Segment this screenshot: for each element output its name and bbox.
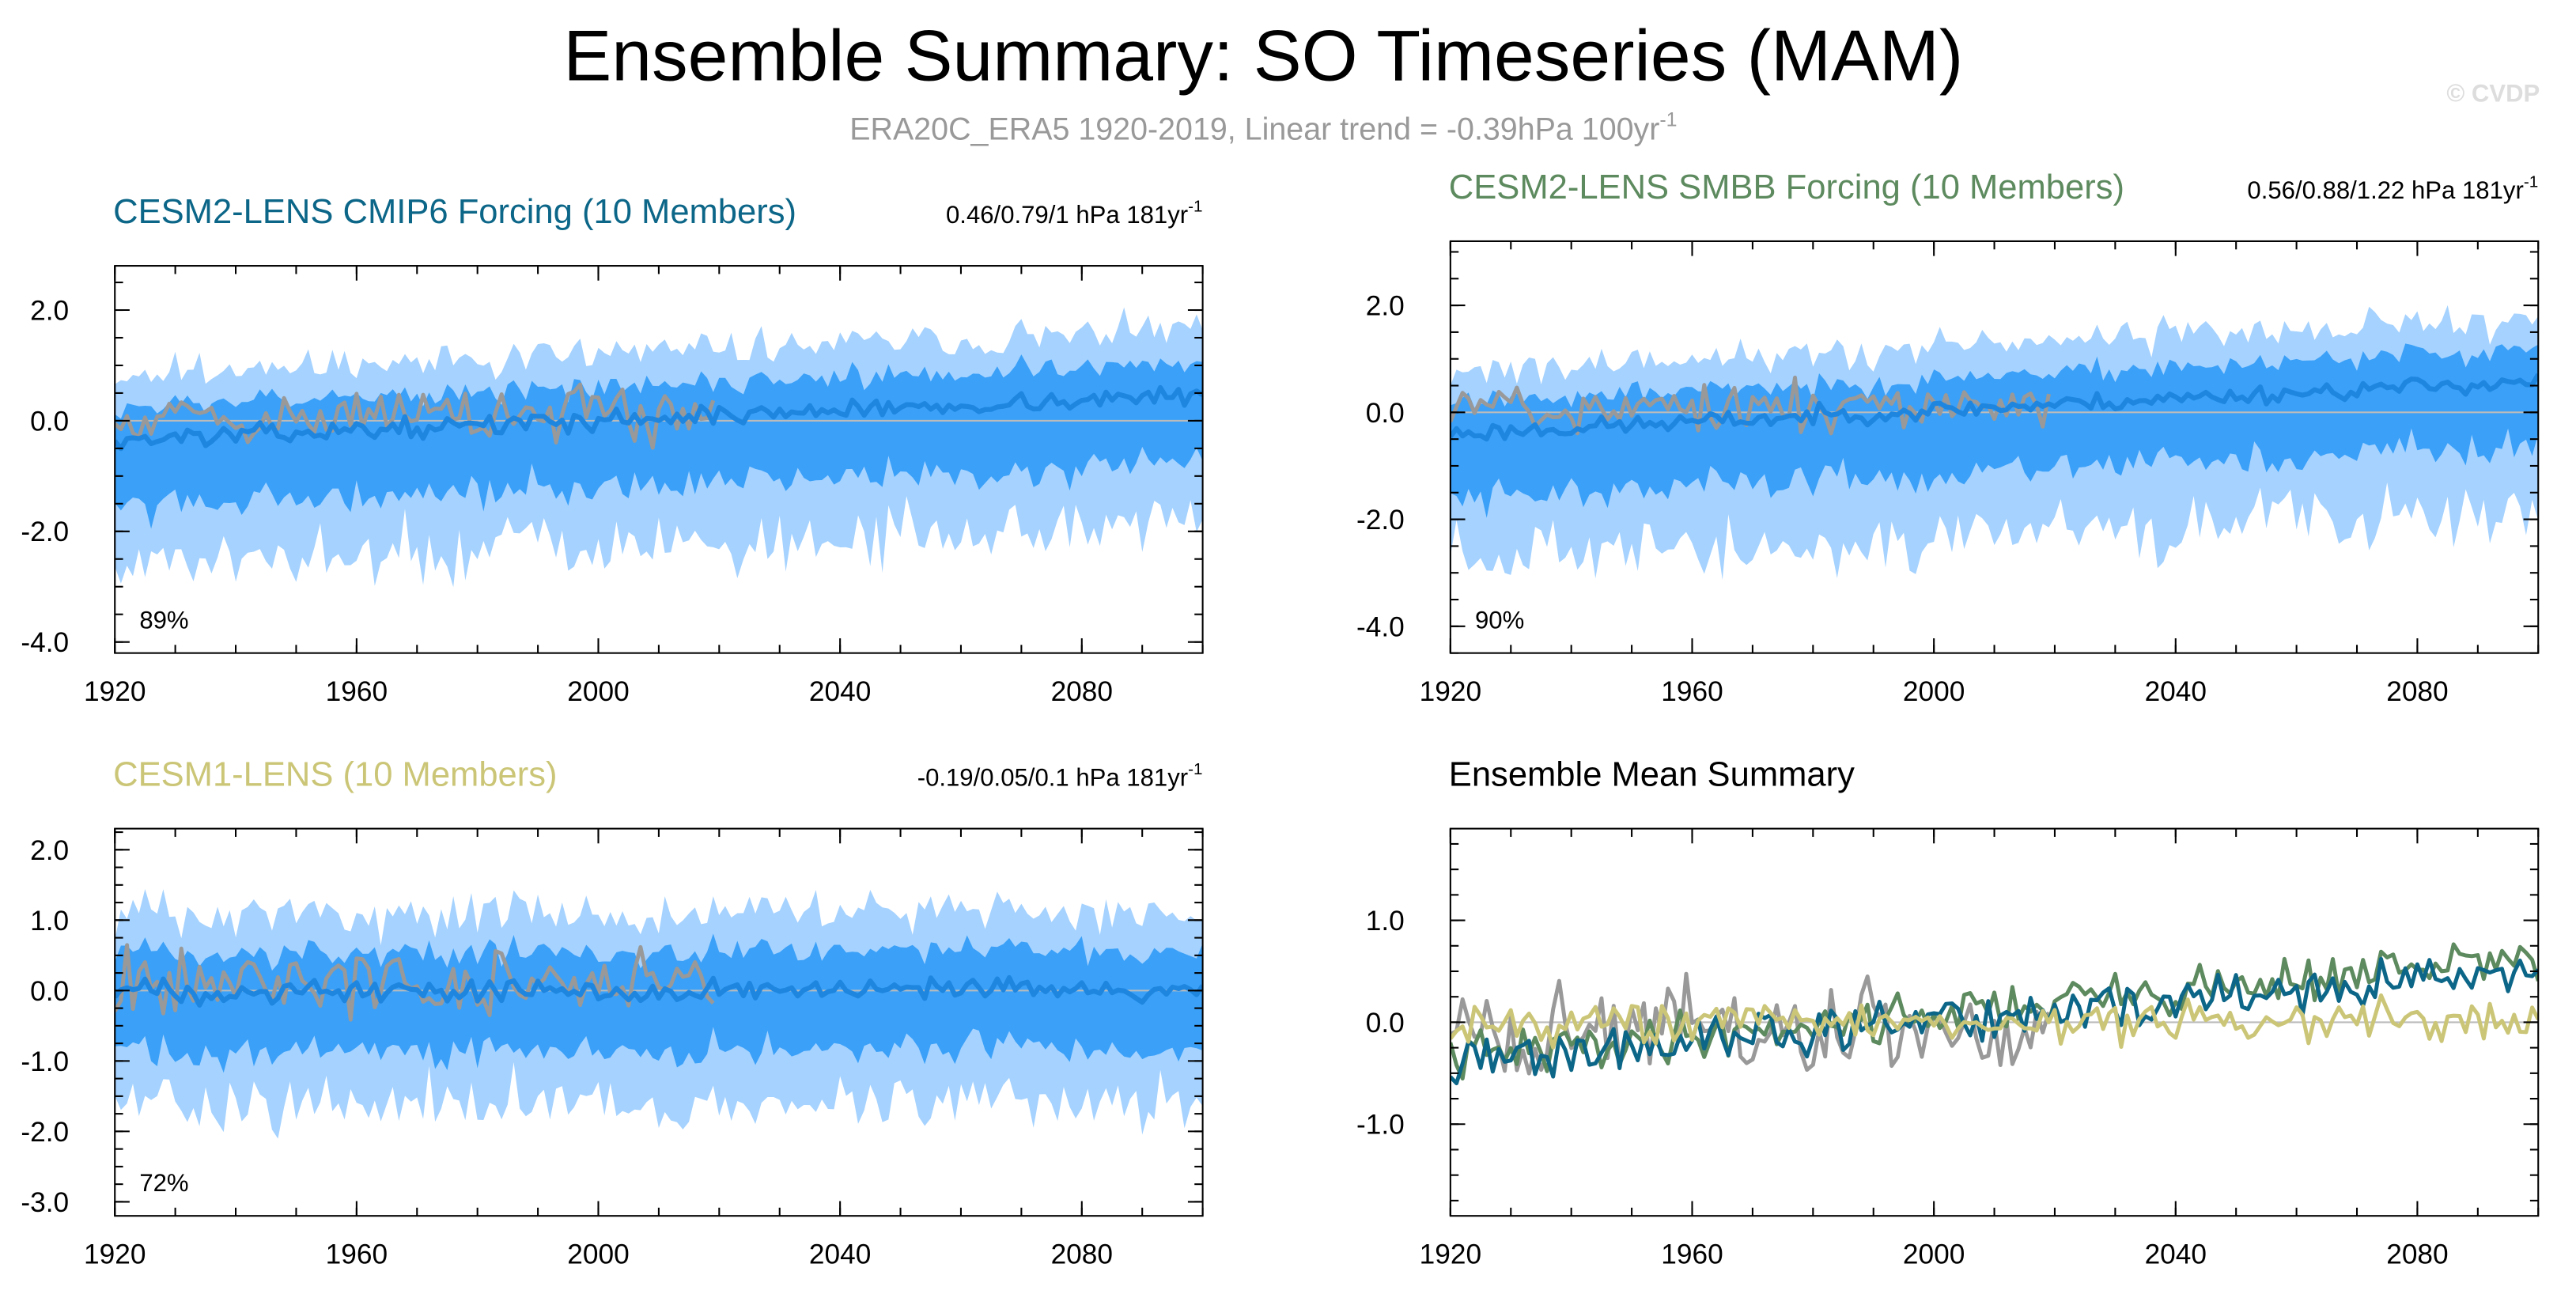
figure-subtitle-sup: -1 (1659, 109, 1677, 131)
x-tick-label: 2040 (809, 676, 871, 707)
series-cesm1-lens-mean (1450, 993, 2539, 1050)
percent-label: 72% (139, 1169, 188, 1197)
x-tick-label: 2080 (1051, 676, 1113, 707)
panel-stats-sup: -1 (1188, 760, 1202, 778)
panel-title: CESM1-LENS (10 Members) (113, 756, 557, 794)
x-tick-label: 2040 (2145, 1239, 2207, 1269)
series-ensemble-mean (1450, 373, 2539, 442)
y-tick-label: 0.0 (1366, 1008, 1405, 1039)
panels: CESM2-LENS CMIP6 Forcing (10 Members) 0.4… (21, 168, 2540, 1269)
x-tick-label: 2040 (2145, 676, 2207, 707)
series-ensemble-mean (115, 974, 1203, 1008)
x-tick-label: 2000 (567, 1239, 629, 1269)
plot-area (115, 307, 1203, 588)
panel-stats-text: 0.56/0.88/1.22 hPa 181yr (2247, 176, 2523, 204)
chart-panel-1: CESM2-LENS CMIP6 Forcing (10 Members) 0.4… (21, 193, 1204, 707)
x-tick-label: 2040 (809, 1239, 871, 1269)
panel-stats-text: -0.19/0.05/0.1 hPa 181yr (917, 764, 1188, 792)
y-tick-label: -2.0 (1356, 505, 1405, 535)
y-tick-label: -1.0 (21, 1046, 69, 1077)
series-cesm2-lens-smbb-forcing-mean (1450, 942, 2539, 1081)
panel-stats-text: 0.46/0.79/1 hPa 181yr (946, 201, 1188, 229)
series-cesm2-lens-cmip6-forcing-mean (1450, 956, 2539, 1086)
panel-stats: 0.56/0.88/1.22 hPa 181yr-1 (2247, 172, 2538, 204)
panel-stats-sup: -1 (1188, 198, 1202, 216)
plot-area (1450, 942, 2539, 1086)
y-tick-label: -3.0 (21, 1187, 69, 1218)
figure-title: Ensemble Summary: SO Timeseries (MAM) (563, 16, 1963, 96)
panel-title: Ensemble Mean Summary (1449, 756, 1855, 794)
figure-subtitle: ERA20C_ERA5 1920-2019, Linear trend = -0… (849, 109, 1677, 147)
plot-area (1450, 305, 2539, 581)
y-tick-label: 2.0 (30, 295, 69, 326)
band-ensemble-25-75-range (1450, 343, 2539, 518)
plot-area (115, 888, 1203, 1139)
y-tick-label: 1.0 (30, 906, 69, 937)
x-tick-label: 1920 (84, 1239, 146, 1269)
x-tick-label: 1960 (326, 676, 388, 707)
x-tick-label: 2000 (1903, 1239, 1965, 1269)
x-tick-label: 2080 (2386, 1239, 2448, 1269)
y-tick-label: -4.0 (1356, 611, 1405, 642)
chart-panel-3: CESM1-LENS (10 Members) -0.19/0.05/0.1 hP… (21, 756, 1204, 1269)
panel-title: CESM2-LENS SMBB Forcing (10 Members) (1449, 168, 2124, 206)
y-tick-label: 0.0 (30, 406, 69, 437)
panel-stats: -0.19/0.05/0.1 hPa 181yr-1 (917, 760, 1203, 792)
x-tick-label: 1960 (1661, 676, 1723, 707)
watermark: © CVDP (2446, 80, 2540, 108)
x-tick-label: 1920 (1420, 1239, 1481, 1269)
band-ensemble-25-75-range (115, 354, 1203, 529)
y-tick-label: -4.0 (21, 627, 69, 658)
series-ensemble-mean (115, 384, 1203, 452)
x-tick-label: 2000 (567, 676, 629, 707)
chart-panel-4: Ensemble Mean Summary 1920 1960 2000 2040 208… (1356, 756, 2540, 1269)
x-tick-label: 2000 (1903, 676, 1965, 707)
y-tick-label: 0.0 (30, 976, 69, 1007)
panel-stats: 0.46/0.79/1 hPa 181yr-1 (946, 198, 1203, 229)
x-tick-label: 1960 (1661, 1239, 1723, 1269)
y-tick-label: 2.0 (1366, 291, 1405, 322)
y-tick-label: 1.0 (1366, 906, 1405, 937)
percent-label: 89% (139, 607, 188, 634)
figure-subtitle-main: ERA20C_ERA5 1920-2019, Linear trend = -0… (849, 112, 1659, 146)
panel-stats-sup: -1 (2524, 172, 2538, 191)
x-tick-label: 1920 (84, 676, 146, 707)
x-tick-label: 1960 (326, 1239, 388, 1269)
panel-title: CESM2-LENS CMIP6 Forcing (10 Members) (113, 193, 796, 231)
percent-label: 90% (1475, 607, 1524, 634)
y-tick-label: -1.0 (1356, 1110, 1405, 1141)
x-tick-label: 2080 (2386, 676, 2448, 707)
x-tick-label: 2080 (1051, 1239, 1113, 1269)
y-tick-label: 0.0 (1366, 398, 1405, 429)
series-era20c-era5 (115, 382, 716, 450)
x-tick-label: 1920 (1420, 676, 1481, 707)
y-tick-label: -2.0 (21, 516, 69, 547)
y-tick-label: 2.0 (30, 835, 69, 866)
y-tick-label: -2.0 (21, 1117, 69, 1148)
chart-panel-2: CESM2-LENS SMBB Forcing (10 Members) 0.56… (1356, 168, 2540, 707)
